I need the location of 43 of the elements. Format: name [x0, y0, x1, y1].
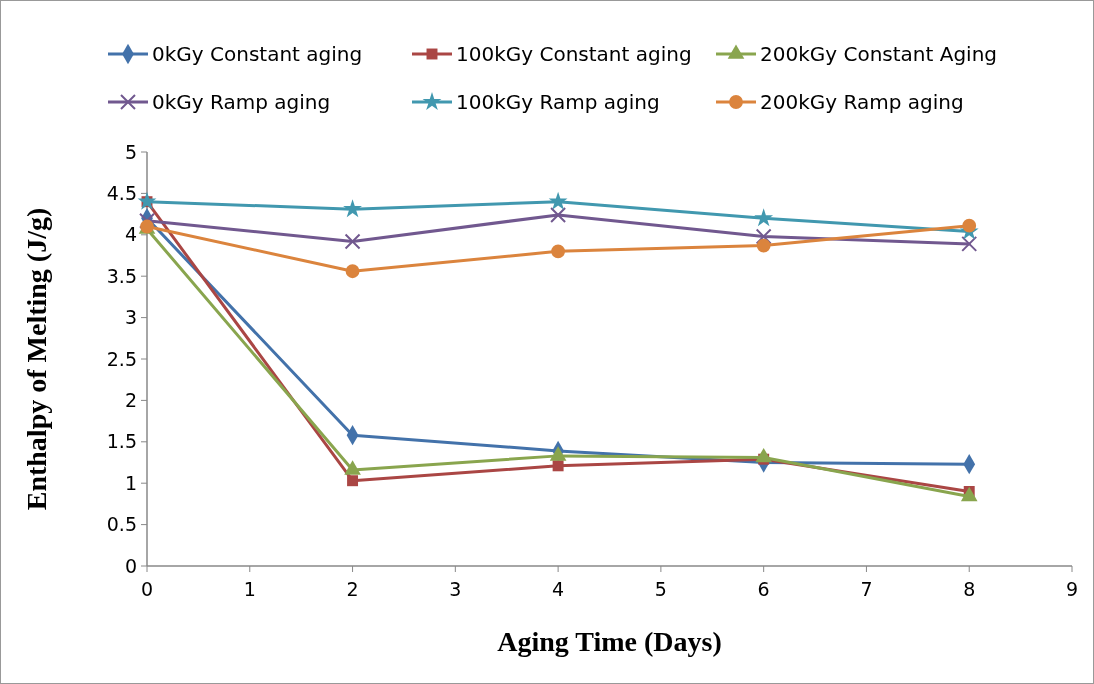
x-tick-label: 4 [552, 578, 565, 600]
point [552, 460, 564, 472]
y-tick-label: 3.5 [106, 264, 137, 287]
x-tick-label: 8 [963, 578, 976, 600]
point [345, 264, 360, 279]
y-tick-label: 2 [124, 389, 137, 412]
point [548, 191, 568, 210]
point [551, 244, 566, 259]
point [961, 235, 978, 252]
x-tick-label: 7 [860, 578, 873, 600]
x-tick-label: 0 [140, 578, 154, 600]
x-tick-label: 5 [654, 578, 667, 600]
legend-label: 0kGy Constant aging [152, 42, 363, 66]
point [550, 206, 567, 223]
point [343, 199, 362, 218]
y-tick-label: 2.5 [106, 347, 137, 370]
y-tick-label: 1 [124, 471, 137, 494]
point [137, 191, 157, 210]
legend-label: 200kGy Ramp aging [760, 90, 964, 114]
x-tick-label: 9 [1065, 578, 1079, 600]
legend-label: 0kGy Ramp aging [152, 90, 331, 114]
point [347, 475, 359, 487]
point [754, 208, 774, 227]
point [344, 233, 361, 250]
y-tick-label: 0.5 [106, 513, 137, 536]
legend-label: 200kGy Constant Aging [760, 42, 998, 66]
point [962, 218, 977, 233]
x-tick-label: 2 [346, 578, 359, 600]
y-axis-title: Enthalpy of Melting (J/g) [21, 207, 52, 511]
point [755, 228, 772, 245]
y-tick-label: 4 [124, 223, 137, 246]
legend-label: 100kGy Constant aging [456, 42, 692, 66]
y-tick-label: 3 [124, 306, 137, 329]
x-tick-label: 6 [757, 578, 770, 600]
x-tick-label: 3 [449, 578, 462, 600]
y-tick-label: 5 [124, 140, 137, 163]
x-tick-label: 1 [243, 578, 256, 600]
legend-label: 100kGy Ramp aging [456, 90, 660, 114]
x-axis-title: Aging Time (Days) [497, 626, 722, 657]
y-tick-label: 0 [124, 554, 137, 577]
point [756, 238, 771, 253]
y-tick-label: 1.5 [106, 430, 137, 453]
y-tick-label: 4.5 [106, 182, 137, 205]
